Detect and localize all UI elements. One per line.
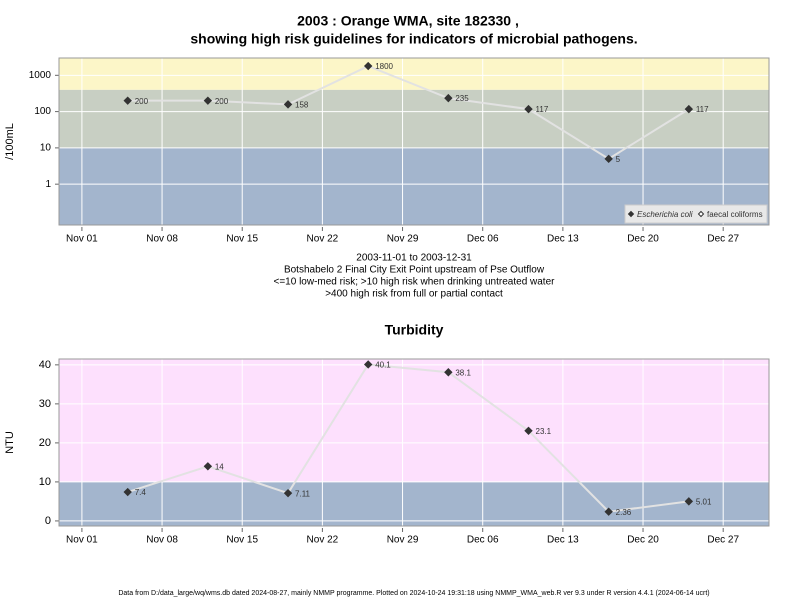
point (444, 368, 453, 377)
caption: 2003-11-01 to 2003-12-31 (356, 253, 472, 264)
legend-label: faecal coliforms (707, 210, 763, 219)
point (363, 61, 373, 71)
x-tick-label: Dec 13 (547, 234, 579, 245)
y-tick-label: 10 (39, 476, 51, 488)
caption: Botshabelo 2 Final City Exit Point upstr… (284, 265, 545, 276)
x-tick-label: Nov 22 (307, 535, 339, 546)
y-tick-label: 100 (34, 106, 51, 117)
value-label: 200 (215, 97, 229, 106)
x-tick-label: Dec 27 (707, 234, 739, 245)
x-tick-label: Nov 15 (226, 234, 258, 245)
x-tick-label: Dec 06 (467, 234, 499, 245)
value-label: 117 (696, 105, 709, 114)
point (684, 104, 694, 114)
point (604, 507, 613, 516)
value-label: 5 (616, 155, 621, 164)
x-tick-label: Dec 20 (627, 535, 659, 546)
value-label: 1800 (375, 62, 393, 71)
series-line (127, 363, 689, 513)
x-tick-label: Nov 22 (307, 234, 339, 245)
x-tick-label: Nov 01 (66, 234, 98, 245)
value-label: 23.1 (536, 427, 552, 436)
risk-band (59, 89, 769, 148)
caption: <=10 low-med risk; >10 high risk when dr… (274, 277, 556, 288)
chart-title: 2003 : Orange WMA, site 182330 , (297, 13, 519, 29)
legend-box (624, 204, 768, 224)
legend-marker (627, 210, 635, 218)
plot-frame (58, 358, 770, 527)
x-tick-label: Nov 01 (66, 535, 98, 546)
value-label: 5.01 (696, 497, 712, 506)
x-tick-label: Dec 06 (467, 535, 499, 546)
point (283, 488, 293, 498)
value-label: 40.1 (375, 361, 391, 370)
y-tick-label: 40 (39, 359, 51, 371)
value-label: 7.11 (295, 489, 311, 498)
y-tick-label: 1000 (29, 70, 52, 81)
y-tick-label: 1 (45, 179, 51, 190)
value-label: 158 (295, 101, 309, 110)
value-label: 200 (135, 97, 149, 106)
point (363, 360, 373, 369)
chart-title: showing high risk guidelines for indicat… (190, 31, 637, 47)
risk-band (59, 359, 769, 482)
value-label: 7.4 (135, 488, 147, 497)
x-tick-label: Dec 20 (627, 234, 659, 245)
value-label: 38.1 (455, 368, 471, 377)
x-tick-label: Nov 08 (146, 535, 178, 546)
x-tick-label: Dec 13 (547, 535, 579, 546)
x-tick-label: Nov 29 (387, 535, 419, 546)
value-label: 235 (455, 94, 469, 103)
value-label: 117 (536, 105, 549, 114)
point (123, 96, 132, 105)
y-tick-label: 0 (45, 515, 51, 527)
point (524, 426, 533, 436)
point (684, 497, 694, 506)
point (203, 462, 213, 471)
point (444, 93, 453, 103)
point (604, 154, 613, 164)
y-axis-label: NTU (4, 431, 16, 454)
legend-marker (697, 210, 705, 218)
value-label: 2.36 (616, 508, 632, 517)
value-label: 14 (215, 462, 224, 471)
x-tick-label: Nov 29 (387, 234, 419, 245)
point (203, 96, 213, 105)
point (283, 100, 293, 109)
point (123, 487, 132, 497)
footer: Data from D:/data_large/wq/wms.db dated … (118, 590, 709, 597)
x-tick-label: Dec 27 (707, 535, 739, 546)
y-tick-label: 10 (40, 143, 52, 154)
plot-frame (58, 57, 770, 226)
caption: >400 high risk from full or partial cont… (325, 289, 503, 300)
x-tick-label: Nov 08 (146, 234, 178, 245)
y-tick-label: 30 (39, 398, 51, 410)
legend-label: Escherichia coli (637, 210, 693, 219)
y-axis-label: /100mL (4, 123, 16, 160)
panel-title: Turbidity (385, 322, 444, 338)
point (524, 104, 533, 114)
x-tick-label: Nov 15 (226, 535, 258, 546)
y-tick-label: 20 (39, 437, 51, 449)
risk-band (59, 481, 769, 526)
series-line (127, 64, 690, 160)
